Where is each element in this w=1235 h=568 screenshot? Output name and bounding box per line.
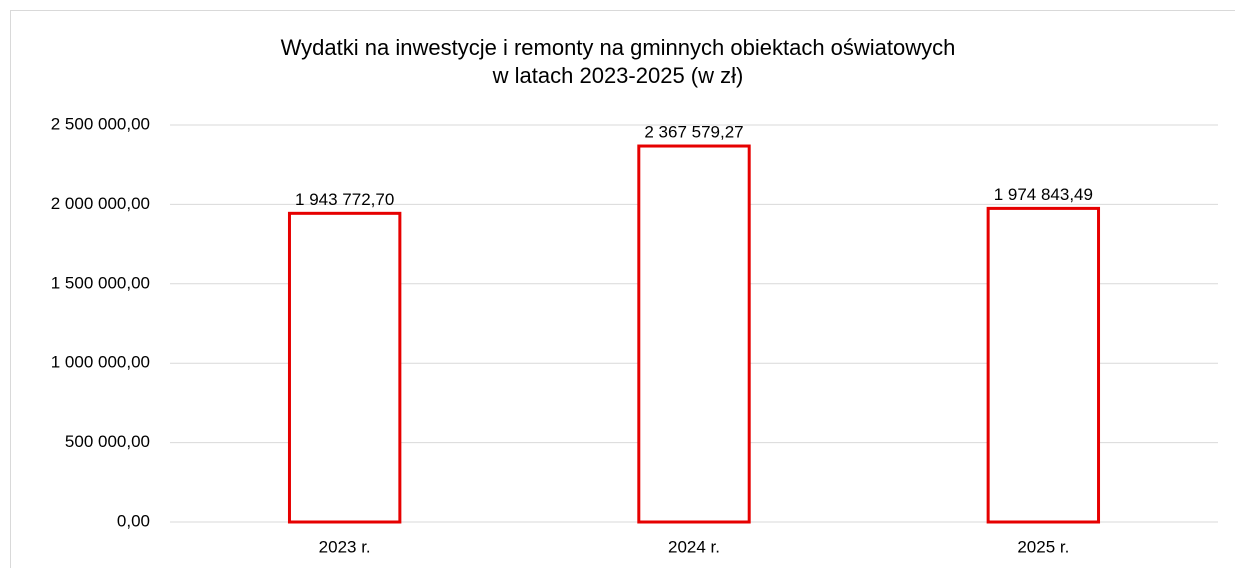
value-label: 1 974 843,49 (994, 185, 1093, 204)
x-tick-label: 2025 r. (1017, 537, 1069, 556)
y-tick-label: 2 000 000,00 (51, 194, 150, 213)
bar (986, 206, 1101, 524)
bar (637, 144, 751, 524)
chart-title: w latach 2023-2025 (w zł) (492, 63, 744, 88)
x-tick-label: 2024 r. (668, 537, 720, 556)
y-tick-label: 1 500 000,00 (51, 273, 150, 292)
y-tick-label: 1 000 000,00 (51, 353, 150, 372)
y-tick-label: 500 000,00 (65, 432, 150, 451)
value-label: 2 367 579,27 (644, 123, 743, 142)
x-tick-label: 2023 r. (319, 537, 371, 556)
value-label: 1 943 772,70 (295, 190, 394, 209)
y-tick-label: 0,00 (117, 511, 150, 530)
chart-title: Wydatki na inwestycje i remonty na gminn… (281, 35, 956, 60)
bar (287, 211, 402, 524)
y-tick-label: 2 500 000,00 (51, 114, 150, 133)
